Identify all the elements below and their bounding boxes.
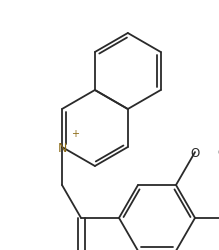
Text: O: O [190, 146, 200, 159]
Text: CH₃: CH₃ [217, 148, 219, 158]
Text: +: + [71, 128, 79, 138]
Text: N: N [57, 141, 67, 154]
